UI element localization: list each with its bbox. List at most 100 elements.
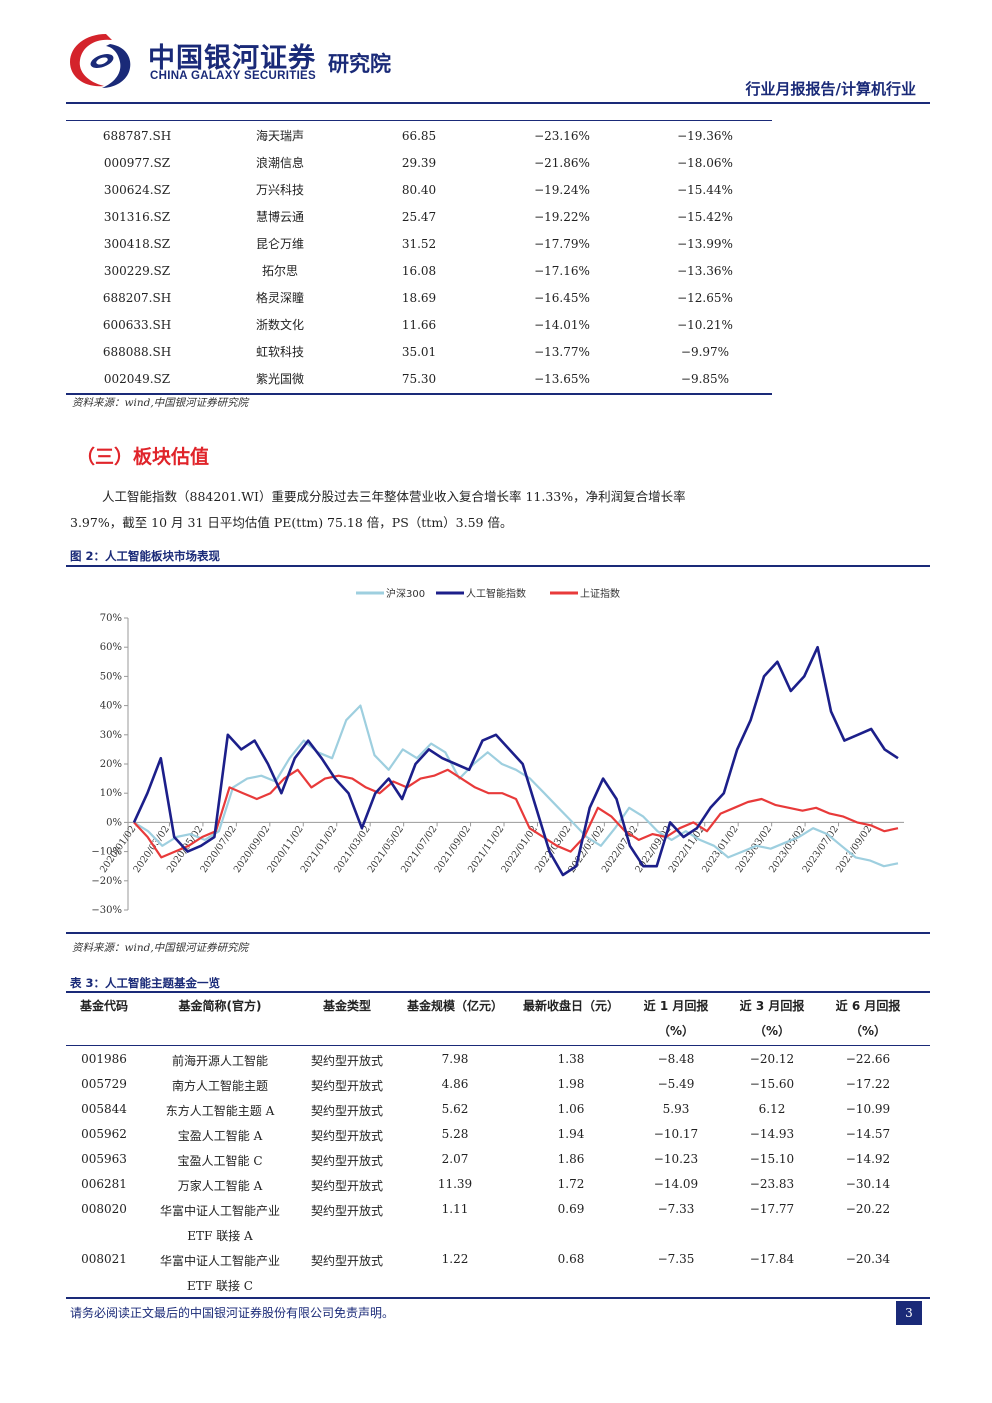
fund-type: 契约型开放式 (310, 1204, 383, 1218)
paragraph-line-2: 3.97%，截至 10 月 31 日平均估值 PE(ttm) 75.18 倍，P… (70, 515, 513, 530)
stock-name: 昆仑万维 (255, 237, 304, 251)
legend-label: 人工智能指数 (466, 587, 526, 600)
logo-en-text: CHINA GALAXY SECURITIES (150, 70, 317, 82)
fund-return-1m: −5.49 (657, 1077, 695, 1091)
fund-return-6m: −14.57 (845, 1127, 891, 1141)
series-line-0 (133, 704, 899, 868)
series-line-2 (133, 768, 899, 859)
table-row: 688787.SH 海天瑞声 66.85 −23.16% −19.36% (66, 122, 772, 149)
fund-code: 005963 (81, 1152, 127, 1166)
figure-title: 图 2：人工智能板块市场表现 (70, 549, 221, 563)
fund-type: 契约型开放式 (310, 1179, 383, 1193)
galaxy-logo-icon (70, 34, 131, 88)
fund-return-6m: −14.92 (845, 1152, 891, 1166)
legend-label: 沪深300 (386, 587, 425, 600)
table-row: 301316.SZ 慧博云通 25.47 −19.22% −15.42% (66, 203, 772, 230)
table1-source: 资料来源：wind,中国银河证券研究院 (72, 397, 249, 409)
stock-price: 16.08 (401, 263, 437, 278)
stock-code: 688207.SH (102, 290, 172, 305)
fund-return-3m: −14.93 (749, 1127, 795, 1141)
figure-top-rule (66, 565, 930, 567)
table3-header-rule (66, 1045, 930, 1046)
stock-code: 000977.SZ (103, 155, 171, 170)
stock-excess-return: −13.99% (677, 236, 733, 251)
x-tick-label: 2023/09/02 (834, 824, 874, 875)
stock-price: 29.39 (401, 155, 437, 170)
stock-return: −13.77% (534, 344, 590, 359)
y-tick-label: 40% (100, 701, 122, 712)
fund-code: 008020 (81, 1202, 127, 1216)
header-return-3m: 近 3 月回报 (739, 999, 805, 1013)
stock-code: 300229.SZ (103, 263, 171, 278)
header-return-1m-unit: （%） (657, 1024, 695, 1038)
y-tick-label: −10% (91, 847, 122, 858)
fund-size: 1.11 (441, 1202, 469, 1216)
fund-nav: 1.94 (557, 1127, 585, 1141)
fund-name: 万家人工智能 A (177, 1179, 263, 1193)
stock-price: 66.85 (401, 128, 437, 143)
stock-price: 80.40 (401, 182, 437, 197)
header-return-3m-unit: （%） (753, 1024, 791, 1038)
y-tick-label: 10% (100, 788, 122, 799)
stock-price: 31.52 (401, 236, 437, 251)
fund-size: 7.98 (441, 1052, 469, 1066)
stock-return: −17.79% (534, 236, 590, 251)
table3-bottom-rule (66, 1297, 930, 1299)
paragraph-line-1: 人工智能指数（884201.WI）重要成分股过去三年整体营业收入复合增长率 11… (102, 489, 686, 504)
legend-label: 上证指数 (580, 587, 620, 600)
figure-source: 资料来源：wind,中国银河证券研究院 (72, 942, 249, 954)
y-tick-label: 0% (106, 817, 122, 828)
stock-excess-return: −9.97% (680, 344, 730, 359)
fund-nav: 1.98 (557, 1077, 585, 1091)
y-tick-label: 70% (100, 613, 122, 624)
header-nav: 最新收盘日（元） (522, 999, 619, 1013)
stock-return: −14.01% (534, 317, 590, 332)
stock-price: 75.30 (401, 371, 437, 386)
header-rule (66, 102, 930, 104)
stock-excess-return: −13.36% (677, 263, 733, 278)
stock-excess-return: −18.06% (677, 155, 733, 170)
header-type: 基金类型 (322, 999, 371, 1013)
stock-name: 慧博云通 (255, 210, 304, 224)
fund-return-1m: −10.23 (653, 1152, 699, 1166)
y-tick-label: −30% (91, 905, 122, 916)
stock-return: −17.16% (534, 263, 590, 278)
stock-price: 35.01 (401, 344, 437, 359)
table1-top-rule (66, 120, 772, 121)
doc-type-label: 行业月报报告/计算机行业 (745, 80, 916, 98)
logo-cn-text: 中国银河证券 (148, 43, 316, 74)
fund-return-3m: −20.12 (749, 1052, 795, 1066)
logo-institute-text: 研究院 (328, 52, 391, 76)
page-number: 3 (896, 1301, 922, 1325)
fund-return-1m: −7.35 (657, 1252, 695, 1266)
fund-type: 契约型开放式 (310, 1054, 383, 1068)
stock-name: 拓尔思 (261, 264, 298, 278)
fund-return-1m: −7.33 (657, 1202, 695, 1216)
fund-return-3m: 6.12 (758, 1102, 786, 1116)
stock-price: 25.47 (401, 209, 437, 224)
fund-type: 契约型开放式 (310, 1254, 383, 1268)
header-name: 基金简称(官方) (178, 999, 262, 1013)
table-row: 600633.SH 浙数文化 11.66 −14.01% −10.21% (66, 311, 772, 338)
table-row: 688207.SH 格灵深瞳 18.69 −16.45% −12.65% (66, 284, 772, 311)
fund-size: 11.39 (437, 1177, 473, 1191)
stock-name: 虹软科技 (255, 345, 304, 359)
stock-name: 浪潮信息 (255, 156, 304, 170)
fund-nav: 1.38 (557, 1052, 585, 1066)
fund-size: 1.22 (441, 1252, 469, 1266)
fund-return-6m: −22.66 (845, 1052, 891, 1066)
section-title: （三）板块估值 (76, 446, 210, 468)
fund-code: 005962 (81, 1127, 127, 1141)
fund-code: 001986 (81, 1052, 127, 1066)
series-line-1 (132, 645, 899, 877)
stock-excess-return: −10.21% (677, 317, 733, 332)
y-tick-label: 30% (100, 730, 122, 741)
fund-name-line2: ETF 联接 A (187, 1229, 253, 1243)
fund-return-3m: −15.10 (749, 1152, 795, 1166)
stock-excess-return: −15.44% (677, 182, 733, 197)
fund-type: 契约型开放式 (310, 1079, 383, 1093)
table-row: 300624.SZ 万兴科技 80.40 −19.24% −15.44% (66, 176, 772, 203)
fund-return-1m: −14.09 (653, 1177, 699, 1191)
stock-return: −19.22% (534, 209, 590, 224)
table-row: 300229.SZ 拓尔思 16.08 −17.16% −13.36% (66, 257, 772, 284)
